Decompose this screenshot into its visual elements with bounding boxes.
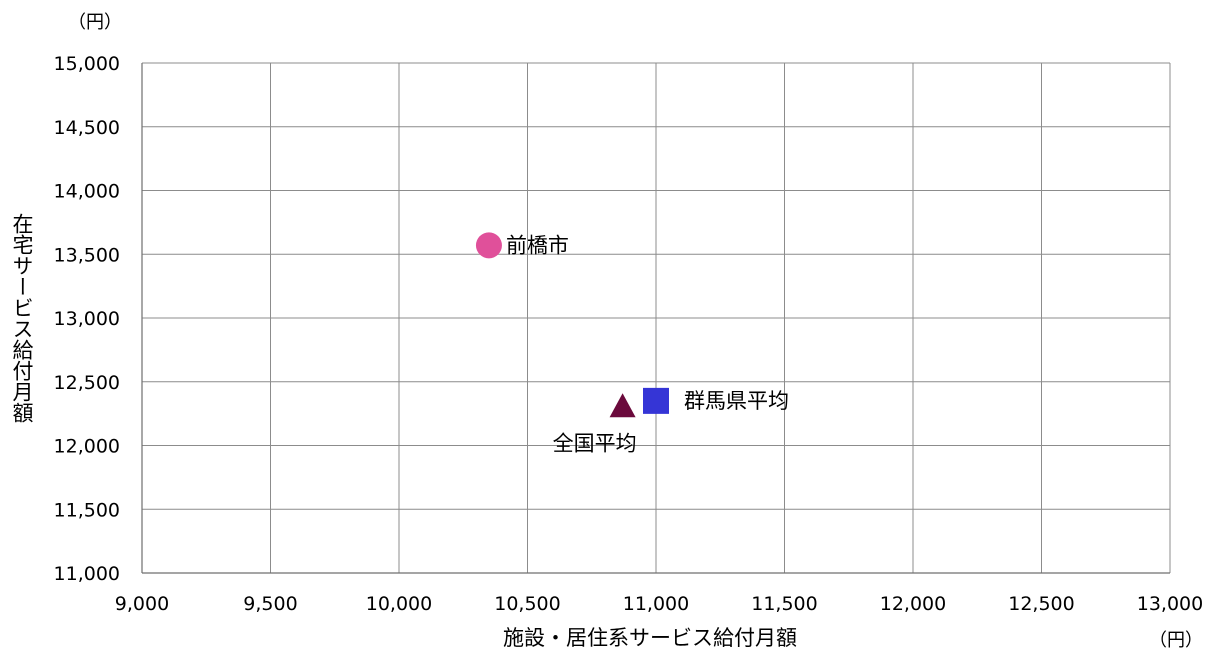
tick-labels: 9,000 9,500 10,000 10,500 11,000 11,500 12,000… — [54, 53, 1204, 615]
x-tick-label: 9,000 — [115, 593, 169, 615]
x-tick-label: 10,500 — [494, 593, 560, 615]
y-tick-label: 15,000 — [54, 53, 120, 75]
y-tick-label: 12,000 — [54, 436, 120, 458]
y-tick-label: 14,000 — [54, 181, 120, 203]
y-tick-label: 13,500 — [54, 244, 120, 266]
y-tick-label: 11,500 — [54, 499, 120, 521]
y-tick-label: 12,500 — [54, 372, 120, 394]
data-point-triangle — [609, 393, 636, 418]
y-axis-title: 在宅サービス給付月額 — [10, 213, 34, 423]
x-axis-title: 施設・居住系サービス給付月額 — [503, 626, 797, 650]
x-tick-label: 12,000 — [880, 593, 946, 615]
x-axis-unit: （円） — [1149, 630, 1203, 651]
y-axis-unit: （円） — [68, 12, 122, 33]
x-tick-label: 10,000 — [366, 593, 432, 615]
data-label: 前橋市 — [506, 233, 569, 257]
x-tick-label: 12,500 — [1008, 593, 1074, 615]
data-label: 群馬県平均 — [684, 389, 789, 413]
y-tick-label: 14,500 — [54, 117, 120, 139]
x-tick-label: 11,500 — [751, 593, 817, 615]
data-label: 全国平均 — [553, 431, 637, 455]
x-tick-label: 11,000 — [623, 593, 689, 615]
data-point-circle — [475, 232, 502, 259]
x-tick-label: 13,000 — [1137, 593, 1203, 615]
x-tick-label: 9,500 — [243, 593, 297, 615]
data-point-square — [643, 387, 669, 414]
y-tick-label: 13,000 — [54, 308, 120, 330]
grid — [141, 62, 1171, 574]
y-tick-label: 11,000 — [54, 563, 120, 585]
